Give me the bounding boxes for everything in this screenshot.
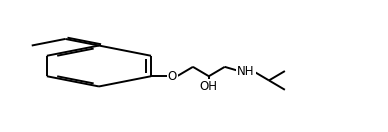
Text: O: O xyxy=(168,70,177,83)
Text: NH: NH xyxy=(237,65,255,77)
Text: OH: OH xyxy=(200,80,218,93)
